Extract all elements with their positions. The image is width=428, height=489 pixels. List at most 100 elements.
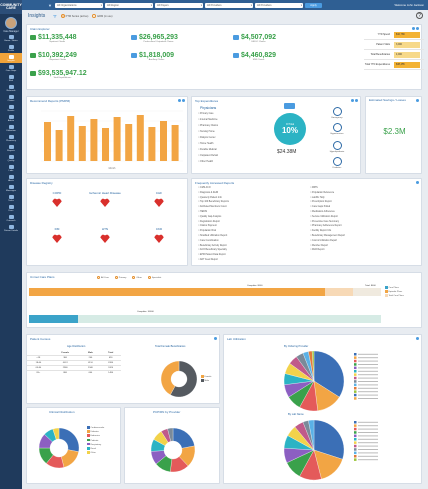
expand-icon[interactable] [416,337,419,340]
report-link[interactable]: Preventive Care Summary [310,220,345,225]
sidebar-item-0[interactable]: Home / Notes [0,33,22,43]
top-exp-item[interactable]: Dialysis Center [198,135,218,141]
condition-icon-1[interactable]: Hypertension [324,123,350,135]
clinical-slice[interactable] [61,449,79,468]
bar-Jun[interactable] [102,128,109,161]
top-exp-item[interactable]: Internal Medicine [198,117,218,123]
region-dropdown[interactable]: All Region ▾ [105,2,153,8]
top-exp-item[interactable]: Durable Medical [198,147,218,153]
bar-Dec[interactable] [171,125,179,161]
sidebar-item-12[interactable]: Quality [0,153,22,163]
report-link[interactable]: Prescription Report [310,200,345,205]
bar-Mar[interactable] [67,116,75,161]
report-link[interactable]: EHR Patient Data Report [198,253,229,258]
sidebar-item-18[interactable]: Outreach [0,213,22,223]
refresh-icon[interactable] [351,99,354,102]
lab-provider-slice[interactable] [313,350,345,398]
sidebar-item-15[interactable]: Messages [0,183,22,193]
report-link[interactable]: Population Reference [310,191,345,196]
report-link[interactable]: Medication Adherence [310,210,345,215]
report-link[interactable]: Member Report [310,244,345,249]
report-link[interactable]: Facility Report Info [310,229,345,234]
report-link[interactable]: Diagnosis & Refill [198,191,229,196]
report-link[interactable]: Care Gaps Pulled [310,205,345,210]
disease-item-4[interactable]: HTN [81,227,129,244]
refresh-icon[interactable] [178,99,181,102]
report-link[interactable]: MIPS [310,186,345,191]
report-link[interactable]: ADT Feed Report [198,258,229,263]
bar-Apr[interactable] [78,126,86,161]
report-link[interactable]: Quality Gap Analysis [198,215,229,220]
report-link[interactable]: Claims Payment [198,224,229,229]
gender-slice[interactable] [170,360,198,398]
report-link[interactable]: Attributed Members Count [198,205,229,210]
bar-Nov[interactable] [160,121,167,161]
report-link[interactable]: Population Risk [198,229,229,234]
expand-icon[interactable] [416,181,419,184]
bar-May[interactable] [90,119,98,161]
top-exp-item[interactable]: Other Health [198,159,218,165]
pcp-slice[interactable] [172,427,195,449]
report-link[interactable]: Cost & Utilization Report [310,239,345,244]
refresh-icon[interactable] [412,27,415,30]
report-link[interactable]: MLR Report [310,248,345,253]
report-link[interactable]: Registration Report [198,220,229,225]
expand-icon[interactable] [416,99,419,102]
condition-icon-2[interactable]: Hyperlipidemia [324,141,350,153]
sidebar-item-7[interactable]: Events [0,103,22,113]
care-filter-1[interactable]: Primary [114,276,126,279]
provider-dropdown[interactable]: All Providers ▾ [205,2,253,8]
avatar[interactable] [5,17,17,29]
expand-icon[interactable] [214,337,217,340]
report-link[interactable]: Lab/Rx Tally [310,196,345,201]
report-link[interactable]: Top 100 Beneficiary Reports [198,200,229,205]
top-exp-item[interactable]: Pharmacy Claims [198,123,218,129]
report-link[interactable]: Beneficiary Management Report [310,234,345,239]
sidebar-item-3[interactable]: Care Gaps [0,63,22,73]
sidebar-item-9[interactable]: Utilization [0,123,22,133]
sidebar-item-5[interactable]: Referrals [0,83,22,93]
top-exp-item[interactable]: Primary Care [198,111,218,117]
sidebar-item-13[interactable]: Labs [0,163,22,173]
care-filter-2[interactable]: Other [132,276,142,279]
top-exp-item[interactable]: Nursing Home [198,129,218,135]
condition-icon-3[interactable]: Diabetes [324,157,350,169]
top-exp-item[interactable]: Home Health [198,141,218,147]
pcp-slice[interactable] [167,427,174,442]
radio-erm[interactable]: ERM (in use) [92,14,113,18]
sidebar-item-11[interactable]: Reports [0,143,22,153]
sidebar-item-1[interactable]: Profile [0,43,22,53]
clinical-slice[interactable] [58,427,80,452]
condition-icon-0[interactable]: Emergency [324,107,350,119]
clinical-slice[interactable] [52,427,60,440]
report-link[interactable]: CMS ACO [198,186,229,191]
report-link[interactable]: HEDIS [198,210,229,215]
report-link[interactable]: Care Coordination [198,239,229,244]
lab-provider-slice[interactable] [311,350,315,382]
disease-item-1[interactable]: Ischemic Heart Disease [81,191,129,208]
bar-Jul[interactable] [113,117,121,161]
report-link[interactable]: Service Utilization Report [310,215,345,220]
sidebar-item-10[interactable]: Pharmacy [0,133,22,143]
disease-item-0[interactable]: COPD [33,191,81,208]
care-filter-0[interactable]: All Care [97,276,109,279]
bar-Aug[interactable] [125,124,133,161]
expand-icon[interactable] [182,99,185,102]
expand-icon[interactable] [355,99,358,102]
report-link[interactable]: ACO Beneficiary Specialty [198,248,229,253]
sidebar-item-8[interactable]: Admin [0,113,22,123]
disease-item-2[interactable]: CHF [135,191,183,208]
radio-ptm[interactable]: PTM Series (active) [60,14,88,18]
lab-name-slice[interactable] [308,419,315,451]
expand-icon[interactable] [416,27,419,30]
bar-Jan[interactable] [44,122,51,161]
provider-dropdown-2[interactable]: All Providers ▾ [255,2,303,8]
disease-item-5[interactable]: CKD [135,227,183,244]
help-icon[interactable]: ? [416,12,423,19]
report-link[interactable]: Beneficiary Activity Report [198,244,229,249]
sidebar-item-14[interactable]: Alerts [0,173,22,183]
organization-dropdown[interactable]: All Organizations ▾ [55,2,103,8]
sidebar-item-17[interactable]: Docs [0,203,22,213]
care-filter-3[interactable]: Specialist [147,276,161,279]
sidebar-item-19[interactable]: Patient Details [0,223,22,233]
